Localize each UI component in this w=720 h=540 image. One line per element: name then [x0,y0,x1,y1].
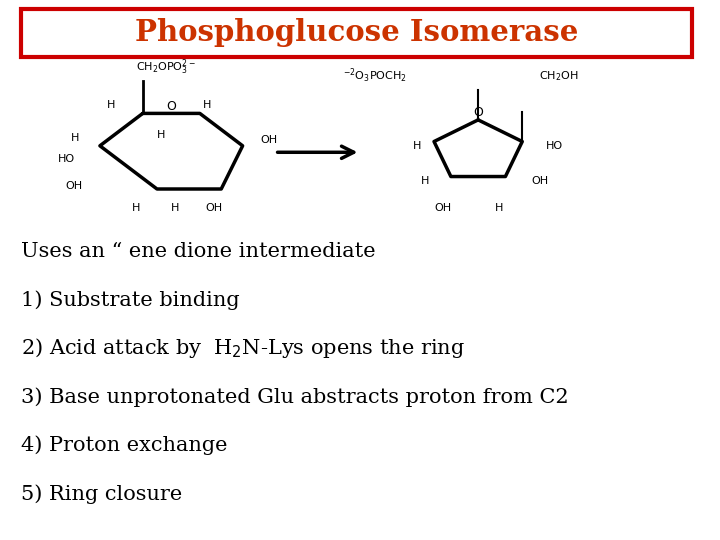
Bar [22,9,692,57]
Text: 3) Base unprotonated Glu abstracts proton from C2: 3) Base unprotonated Glu abstracts proto… [22,387,569,407]
Text: O: O [166,100,176,113]
Text: 5) Ring closure: 5) Ring closure [22,484,183,504]
Text: HO: HO [58,154,75,164]
Text: 4) Proton exchange: 4) Proton exchange [22,436,228,455]
Text: 1) Substrate binding: 1) Substrate binding [22,290,240,309]
Text: OH: OH [261,136,278,145]
Text: H: H [420,176,429,186]
Text: H: H [171,203,179,213]
Text: O: O [473,106,483,119]
Text: OH: OH [434,203,451,213]
Text: H: H [495,203,504,213]
Text: H: H [132,203,140,213]
Text: OH: OH [531,176,549,186]
Text: CH$_2$OH: CH$_2$OH [539,69,578,83]
Text: Uses an “ ene dione intermediate: Uses an “ ene dione intermediate [22,241,376,261]
Text: OH: OH [65,181,82,191]
Text: $^{-2}$O$_3$POCH$_2$: $^{-2}$O$_3$POCH$_2$ [343,66,406,85]
Text: H: H [413,141,422,151]
Text: 2) Acid attack by  H$_2$N-Lys opens the ring: 2) Acid attack by H$_2$N-Lys opens the r… [22,336,465,360]
Text: H: H [156,130,165,140]
Text: OH: OH [205,203,222,213]
Text: Phosphoglucose Isomerase: Phosphoglucose Isomerase [135,18,578,48]
Text: H: H [107,100,114,110]
Text: H: H [203,100,211,110]
Text: HO: HO [546,141,563,151]
Text: H: H [71,133,79,143]
Text: CH$_2$OPO$_3^{2-}$: CH$_2$OPO$_3^{2-}$ [135,58,196,77]
